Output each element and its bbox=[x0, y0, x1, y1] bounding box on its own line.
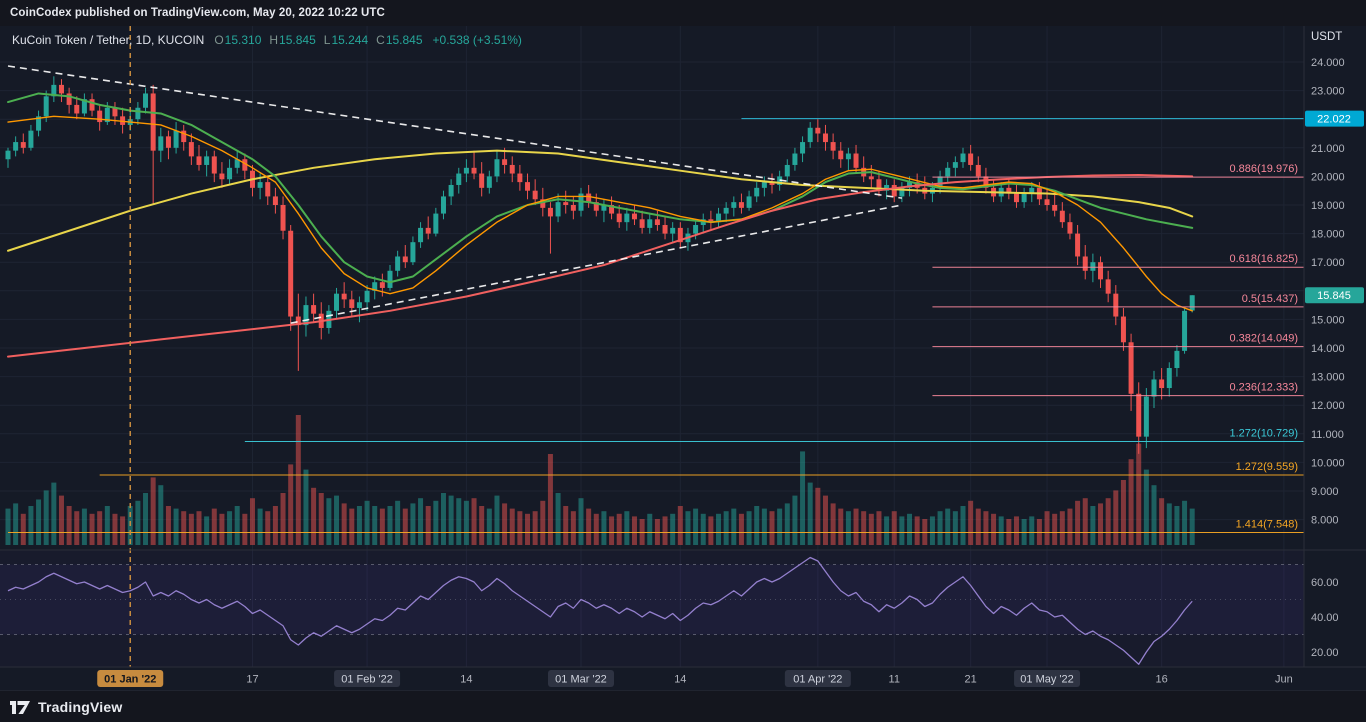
svg-text:14: 14 bbox=[460, 674, 472, 686]
pane-borders bbox=[0, 26, 1366, 668]
svg-text:13.000: 13.000 bbox=[1311, 372, 1345, 384]
candlestick-series bbox=[5, 76, 1195, 454]
svg-text:60.00: 60.00 bbox=[1311, 577, 1339, 589]
price-badges: 22.022 15.845 bbox=[1305, 110, 1364, 304]
ma-orange-line bbox=[7, 115, 1193, 312]
svg-text:01 Feb '22: 01 Feb '22 bbox=[341, 674, 393, 686]
tradingview-wordmark[interactable]: TradingView bbox=[38, 698, 123, 715]
time-axis[interactable]: 01 Jan '22 17 01 Feb '22 14 01 Mar '22 14 01 A… bbox=[97, 670, 1293, 687]
chart-background bbox=[0, 26, 1366, 690]
ma-yellow-line bbox=[7, 149, 1194, 252]
svg-text:9.000: 9.000 bbox=[1311, 486, 1339, 498]
price-badge bbox=[1305, 287, 1364, 304]
svg-text:21.000: 21.000 bbox=[1311, 143, 1345, 155]
svg-text:21: 21 bbox=[965, 674, 977, 686]
chart-canvas[interactable]: 0.886(19.976) 0.618(16.825) 0.5(15.437) 0.3… bbox=[0, 26, 1366, 690]
trendlines bbox=[7, 65, 903, 324]
chart-area[interactable]: 0.886(19.976) 0.618(16.825) 0.5(15.437) 0.3… bbox=[0, 26, 1366, 690]
fib-levels: 0.886(19.976) 0.618(16.825) 0.5(15.437) 0.3… bbox=[8, 118, 1304, 534]
highlighted-date-pill bbox=[97, 670, 164, 687]
svg-text:15.000: 15.000 bbox=[1311, 314, 1345, 326]
svg-text:1.272(10.729): 1.272(10.729) bbox=[1230, 428, 1299, 440]
ma-red-line bbox=[7, 173, 1194, 358]
svg-text:0.382(14.049): 0.382(14.049) bbox=[1230, 333, 1299, 345]
svg-text:0.5(15.437): 0.5(15.437) bbox=[1242, 293, 1298, 305]
svg-text:19.000: 19.000 bbox=[1311, 200, 1345, 212]
svg-text:20.00: 20.00 bbox=[1311, 647, 1339, 659]
svg-text:11.000: 11.000 bbox=[1311, 429, 1344, 441]
svg-text:15.845: 15.845 bbox=[1317, 290, 1351, 302]
svg-text:11: 11 bbox=[889, 674, 900, 686]
footer-bar: TradingView bbox=[0, 690, 1366, 722]
svg-text:Jun: Jun bbox=[1275, 674, 1293, 686]
svg-text:14: 14 bbox=[674, 674, 686, 686]
ma-green-line bbox=[7, 92, 1194, 284]
svg-text:10.000: 10.000 bbox=[1311, 457, 1345, 469]
svg-text:8.000: 8.000 bbox=[1311, 515, 1339, 527]
svg-text:0.236(12.333): 0.236(12.333) bbox=[1230, 382, 1299, 394]
tradingview-logo-icon[interactable] bbox=[10, 699, 31, 714]
svg-text:1.272(9.559): 1.272(9.559) bbox=[1236, 461, 1298, 473]
svg-text:24.000: 24.000 bbox=[1311, 57, 1345, 69]
price-axis-currency: USDT bbox=[1311, 31, 1342, 43]
svg-text:01 May '22: 01 May '22 bbox=[1020, 674, 1073, 686]
svg-text:22.022: 22.022 bbox=[1317, 114, 1351, 126]
publisher-text: CoinCodex published on TradingView.com, … bbox=[10, 7, 385, 19]
price-badge bbox=[1305, 110, 1364, 127]
svg-text:12.000: 12.000 bbox=[1311, 400, 1345, 412]
svg-text:16: 16 bbox=[1156, 674, 1168, 686]
svg-text:01 Mar '22: 01 Mar '22 bbox=[555, 674, 607, 686]
volume-series bbox=[5, 415, 1195, 545]
svg-text:01 Apr '22: 01 Apr '22 bbox=[793, 674, 842, 686]
svg-text:17.000: 17.000 bbox=[1311, 257, 1345, 269]
svg-text:01 Jan '22: 01 Jan '22 bbox=[104, 674, 156, 686]
svg-text:40.00: 40.00 bbox=[1311, 612, 1339, 624]
svg-text:1.414(7.548): 1.414(7.548) bbox=[1236, 519, 1298, 531]
rsi-pane[interactable] bbox=[0, 550, 1304, 667]
svg-text:0.618(16.825): 0.618(16.825) bbox=[1230, 253, 1299, 265]
svg-text:0.886(19.976): 0.886(19.976) bbox=[1230, 163, 1299, 175]
svg-text:14.000: 14.000 bbox=[1311, 343, 1345, 355]
svg-text:17: 17 bbox=[246, 674, 258, 686]
svg-text:20.000: 20.000 bbox=[1311, 171, 1345, 183]
publisher-bar: CoinCodex published on TradingView.com, … bbox=[0, 0, 1366, 26]
rsi-indicator-line bbox=[7, 556, 1193, 665]
moving-average-lines bbox=[7, 92, 1194, 358]
svg-text:23.000: 23.000 bbox=[1311, 86, 1345, 98]
gridlines bbox=[0, 26, 1304, 667]
svg-text:18.000: 18.000 bbox=[1311, 229, 1345, 241]
